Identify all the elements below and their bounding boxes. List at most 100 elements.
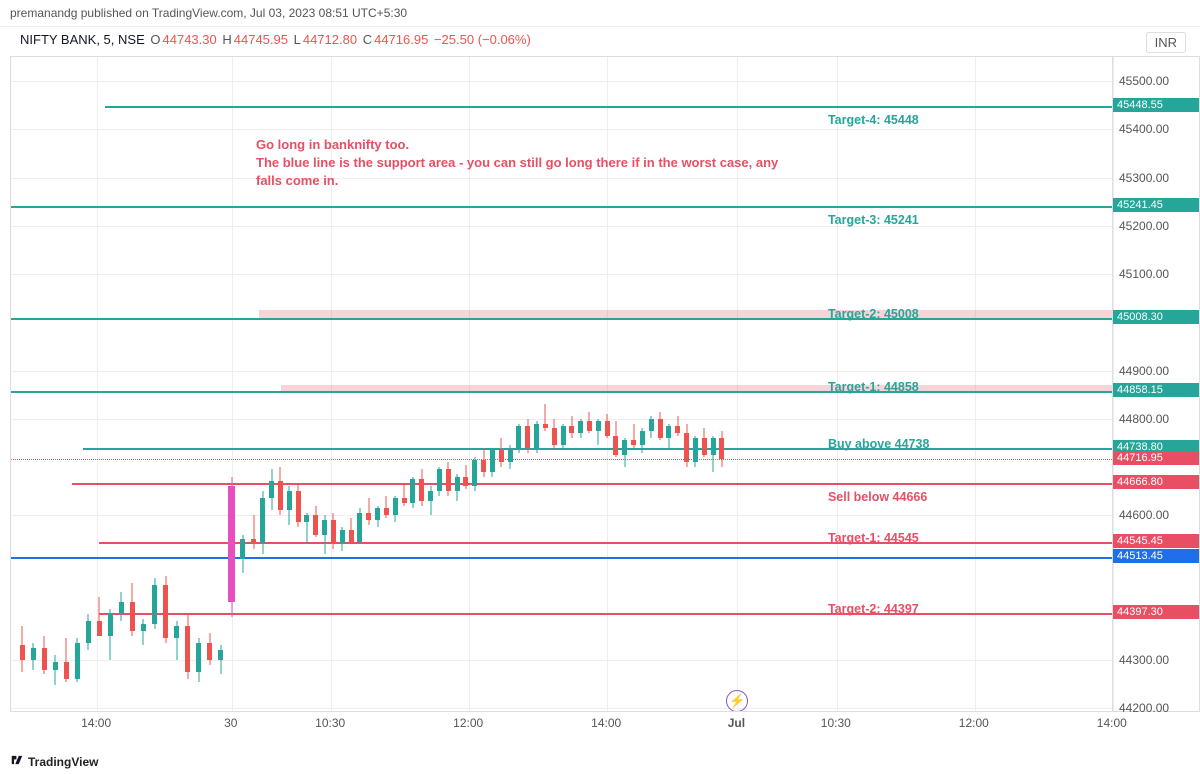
candle[interactable]	[507, 57, 514, 712]
candle[interactable]	[286, 57, 293, 712]
ytick: 45500.00	[1119, 74, 1169, 88]
candle[interactable]	[454, 57, 461, 712]
candle[interactable]	[151, 57, 158, 712]
candle[interactable]	[339, 57, 346, 712]
candle[interactable]	[321, 57, 328, 712]
candle[interactable]	[701, 57, 708, 712]
candle[interactable]	[621, 57, 628, 712]
candle[interactable]	[692, 57, 699, 712]
candle[interactable]	[604, 57, 611, 712]
tradingview-icon	[10, 753, 24, 770]
candle[interactable]	[648, 57, 655, 712]
candle[interactable]	[383, 57, 390, 712]
ytick: 45100.00	[1119, 267, 1169, 281]
candle[interactable]	[374, 57, 381, 712]
candle[interactable]	[206, 57, 213, 712]
candle[interactable]	[630, 57, 637, 712]
candle[interactable]	[524, 57, 531, 712]
candle[interactable]	[184, 57, 191, 712]
candle[interactable]	[674, 57, 681, 712]
chart-container: NIFTY BANK, 5, NSE O44743.30 H44745.95 L…	[0, 26, 1200, 752]
candle[interactable]	[577, 57, 584, 712]
level-label: Target-1: 44545	[828, 531, 919, 545]
level-label: Target-2: 45008	[828, 307, 919, 321]
candle[interactable]	[427, 57, 434, 712]
candle[interactable]	[401, 57, 408, 712]
candle[interactable]	[195, 57, 202, 712]
candle[interactable]	[710, 57, 717, 712]
candle[interactable]	[312, 57, 319, 712]
candle[interactable]	[303, 57, 310, 712]
candle[interactable]	[19, 57, 26, 712]
candle[interactable]	[515, 57, 522, 712]
candle[interactable]	[657, 57, 664, 712]
candle[interactable]	[436, 57, 443, 712]
candle[interactable]	[162, 57, 169, 712]
level-label: Sell below 44666	[828, 490, 927, 504]
candle[interactable]	[560, 57, 567, 712]
candle[interactable]	[551, 57, 558, 712]
candle[interactable]	[228, 57, 235, 712]
candle[interactable]	[356, 57, 363, 712]
candle[interactable]	[489, 57, 496, 712]
candle[interactable]	[107, 57, 114, 712]
candle[interactable]	[74, 57, 81, 712]
candle[interactable]	[568, 57, 575, 712]
xtick: 10:30	[821, 716, 851, 730]
candle[interactable]	[409, 57, 416, 712]
candle[interactable]	[250, 57, 257, 712]
candle[interactable]	[480, 57, 487, 712]
candle[interactable]	[41, 57, 48, 712]
candle[interactable]	[277, 57, 284, 712]
level-label: Target-1: 44858	[828, 380, 919, 394]
candle[interactable]	[330, 57, 337, 712]
ytick: 44300.00	[1119, 653, 1169, 667]
chart-plot[interactable]: Target-4: 45448Target-3: 45241Target-2: …	[10, 56, 1114, 712]
candle[interactable]	[129, 57, 136, 712]
candle[interactable]	[392, 57, 399, 712]
candle[interactable]	[259, 57, 266, 712]
candle[interactable]	[595, 57, 602, 712]
candle[interactable]	[462, 57, 469, 712]
candle[interactable]	[63, 57, 70, 712]
candle[interactable]	[239, 57, 246, 712]
candle[interactable]	[542, 57, 549, 712]
candle[interactable]	[533, 57, 540, 712]
ytick: 45200.00	[1119, 219, 1169, 233]
price-pill: 44397.30	[1113, 605, 1199, 619]
ytick: 44200.00	[1119, 701, 1169, 715]
candle[interactable]	[140, 57, 147, 712]
candle[interactable]	[639, 57, 646, 712]
symbol[interactable]: NIFTY BANK, 5, NSE	[20, 32, 145, 47]
candle[interactable]	[586, 57, 593, 712]
candle[interactable]	[217, 57, 224, 712]
price-pill: 44513.45	[1113, 549, 1199, 563]
candle[interactable]	[85, 57, 92, 712]
candle[interactable]	[268, 57, 275, 712]
candle[interactable]	[498, 57, 505, 712]
candle[interactable]	[418, 57, 425, 712]
candle[interactable]	[52, 57, 59, 712]
time-axis[interactable]: 14:003010:3012:0014:00Jul10:3012:0014:00	[10, 712, 1114, 752]
candle[interactable]	[118, 57, 125, 712]
candle[interactable]	[30, 57, 37, 712]
candle[interactable]	[173, 57, 180, 712]
brand-footer: TradingView	[10, 753, 98, 770]
candle[interactable]	[471, 57, 478, 712]
candle[interactable]	[612, 57, 619, 712]
candle[interactable]	[683, 57, 690, 712]
ytick: 44900.00	[1119, 364, 1169, 378]
candle[interactable]	[665, 57, 672, 712]
candle[interactable]	[348, 57, 355, 712]
price-axis[interactable]: 45500.0045400.0045300.0045200.0045100.00…	[1112, 56, 1200, 712]
xtick: 14:00	[81, 716, 111, 730]
ytick: 44800.00	[1119, 412, 1169, 426]
price-pill: 44545.45	[1113, 534, 1199, 548]
candle[interactable]	[295, 57, 302, 712]
currency-badge[interactable]: INR	[1146, 32, 1186, 53]
candle[interactable]	[718, 57, 725, 712]
price-pill: 45448.55	[1113, 98, 1199, 112]
candle[interactable]	[96, 57, 103, 712]
candle[interactable]	[445, 57, 452, 712]
candle[interactable]	[365, 57, 372, 712]
